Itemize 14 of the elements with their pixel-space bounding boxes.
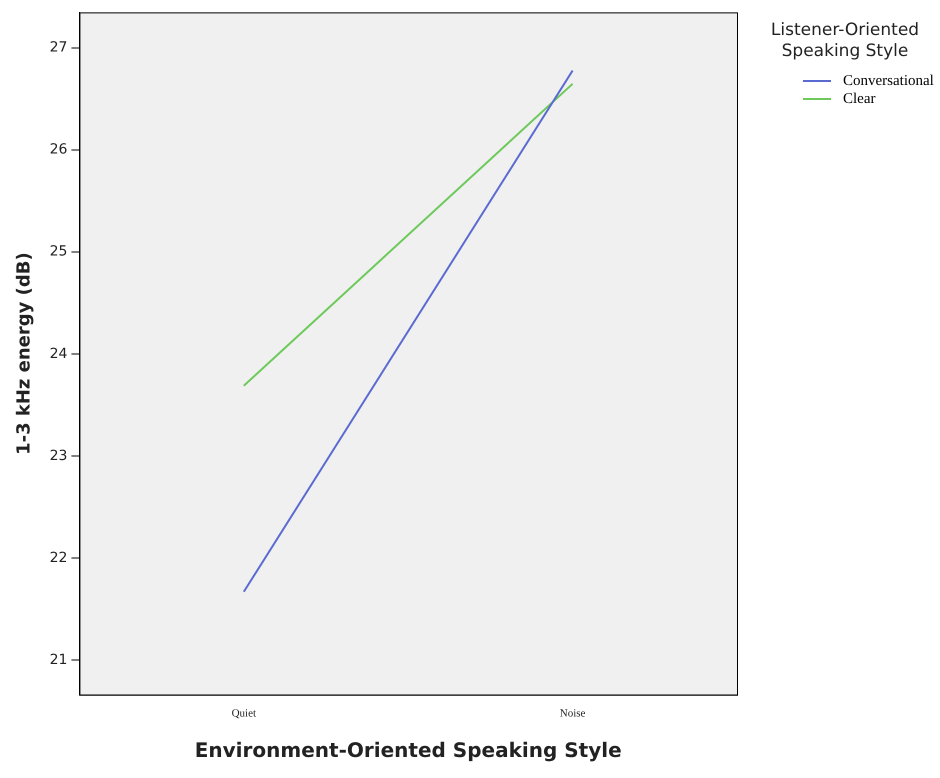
y-tick-label: 25: [50, 244, 68, 260]
x-axis-title: Environment-Oriented Speaking Style: [194, 738, 622, 762]
y-axis-title: 1-3 kHz energy (dB): [13, 252, 34, 455]
y-tick-label: 24: [50, 346, 68, 362]
y-tick-label: 23: [50, 448, 68, 464]
x-tick-label: Noise: [560, 707, 586, 720]
y-tick-label: 27: [50, 40, 68, 56]
y-tick-label: 22: [50, 550, 68, 566]
y-tick-label: 26: [50, 142, 68, 158]
legend-title: Listener-Oriented Speaking Style: [770, 20, 920, 62]
y-tick-label: 21: [50, 652, 68, 668]
legend-label: Clear: [843, 90, 876, 108]
x-tick-label: Quiet: [232, 707, 256, 720]
legend-label: Conversational: [843, 72, 934, 90]
